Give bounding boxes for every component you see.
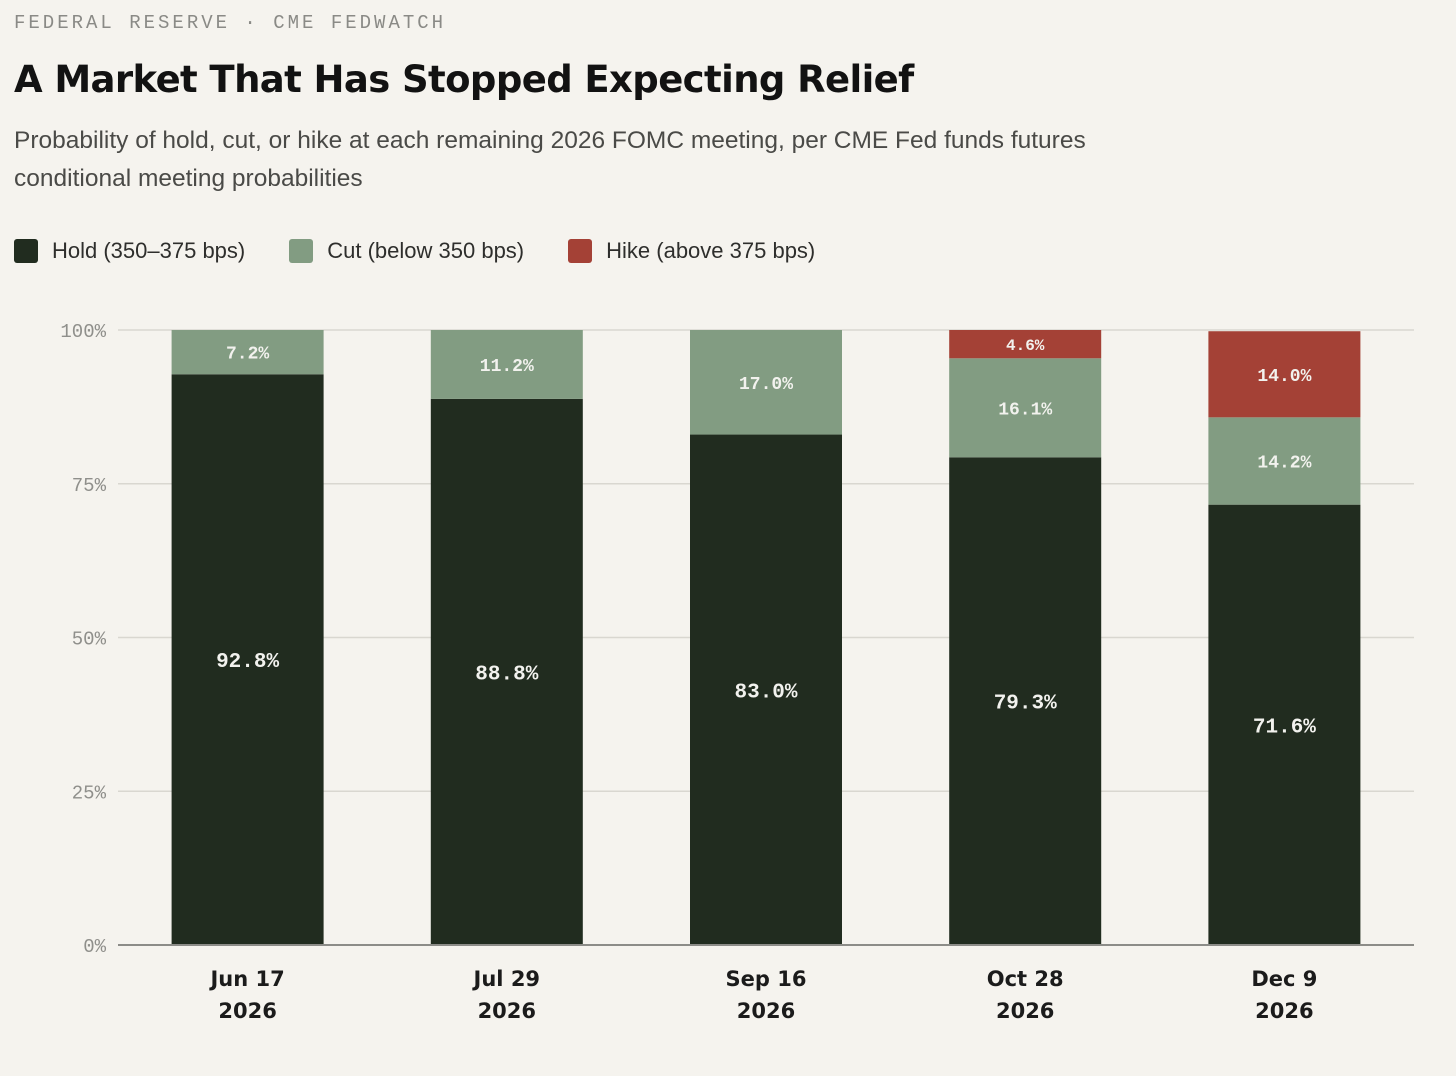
data-label-hike-4: 4.6% <box>1006 337 1045 355</box>
data-label-hold-1: 92.8% <box>216 651 279 674</box>
data-label-cut-5: 14.2% <box>1257 453 1311 473</box>
x-tick-label-1-line-1: Jun 17 <box>208 967 284 991</box>
legend-label-hike: Hike (above 375 bps) <box>606 238 816 263</box>
bar-segment-hold-5 <box>1208 504 1361 945</box>
chart-subtitle: Probability of hold, cut, or hike at eac… <box>14 127 1086 192</box>
x-tick-label-3-line-2: 2026 <box>737 999 795 1023</box>
data-label-hold-4: 79.3% <box>994 693 1057 716</box>
y-tick-label-75: 75% <box>72 475 107 497</box>
x-tick-label-2-line-2: 2026 <box>478 999 536 1023</box>
data-label-cut-1: 7.2% <box>226 345 269 365</box>
legend-label-cut: Cut (below 350 bps) <box>327 238 525 263</box>
y-tick-label-25: 25% <box>72 782 107 804</box>
y-tick-label-50: 50% <box>72 629 107 651</box>
x-tick-label-2-line-1: Jul 29 <box>472 967 541 991</box>
legend-item-cut: Cut (below 350 bps) <box>289 238 524 264</box>
bar-segment-hold-3 <box>690 434 842 945</box>
chart-legend: Hold (350–375 bps) Cut (below 350 bps) H… <box>14 238 859 264</box>
legend-swatch-hike <box>568 239 593 263</box>
x-tick-label-5-line-2: 2026 <box>1255 999 1313 1023</box>
data-label-hike-5: 14.0% <box>1257 367 1311 387</box>
bar-segment-cut-3 <box>690 330 842 435</box>
data-label-cut-3: 17.0% <box>739 375 793 395</box>
stacked-bar-chart: 92.8% 7.2% 88.8% 11.2% 83.0% 17.0% 79.3% 16.1% 4… <box>60 321 1414 1023</box>
bars <box>171 330 1361 945</box>
bar-segment-hold-4 <box>949 457 1102 945</box>
bar-segment-cut-4 <box>949 358 1102 458</box>
data-label-cut-4: 16.1% <box>998 400 1052 420</box>
y-tick-label-0: 0% <box>83 936 106 958</box>
x-tick-label-1-line-2: 2026 <box>218 999 276 1023</box>
data-label-hold-5: 71.6% <box>1253 716 1316 739</box>
legend-item-hike: Hike (above 375 bps) <box>568 238 815 264</box>
value-labels: 92.8% 7.2% 88.8% 11.2% 83.0% 17.0% 79.3% 16.1% 4… <box>216 337 1316 739</box>
x-tick-label-5-line-1: Dec 9 <box>1251 967 1317 991</box>
bar-segment-cut-2 <box>430 330 583 399</box>
bar-segment-hike-5 <box>1208 331 1361 418</box>
legend-swatch-hold <box>14 239 38 263</box>
data-label-hold-2: 88.8% <box>475 664 538 687</box>
legend-swatch-cut <box>289 239 314 263</box>
bar-segment-cut-1 <box>171 330 324 375</box>
bar-segment-cut-5 <box>1208 417 1361 505</box>
x-tick-label-4-line-1: Oct 28 <box>987 967 1064 991</box>
x-tick-label-4-line-2: 2026 <box>996 999 1054 1023</box>
chart-title: A Market That Has Stopped Expecting Reli… <box>14 58 914 101</box>
legend-item-hold: Hold (350–375 bps) <box>14 238 245 264</box>
bar-segment-hold-1 <box>171 374 324 945</box>
y-tick-label-100: 100% <box>60 321 106 343</box>
chart-kicker: FEDERAL RESERVE · CME FEDWATCH <box>14 12 447 34</box>
axes: 0% 25% 50% 75% 100% Jun 17 2026 Jul 29 2026 Sep 1… <box>60 321 1414 1023</box>
legend-label-hold: Hold (350–375 bps) <box>52 238 246 263</box>
bar-segment-hold-2 <box>430 398 583 945</box>
data-label-hold-3: 83.0% <box>734 681 797 704</box>
bar-segment-hike-4 <box>949 330 1102 359</box>
x-tick-label-3-line-1: Sep 16 <box>726 967 807 991</box>
data-label-cut-2: 11.2% <box>480 357 534 377</box>
